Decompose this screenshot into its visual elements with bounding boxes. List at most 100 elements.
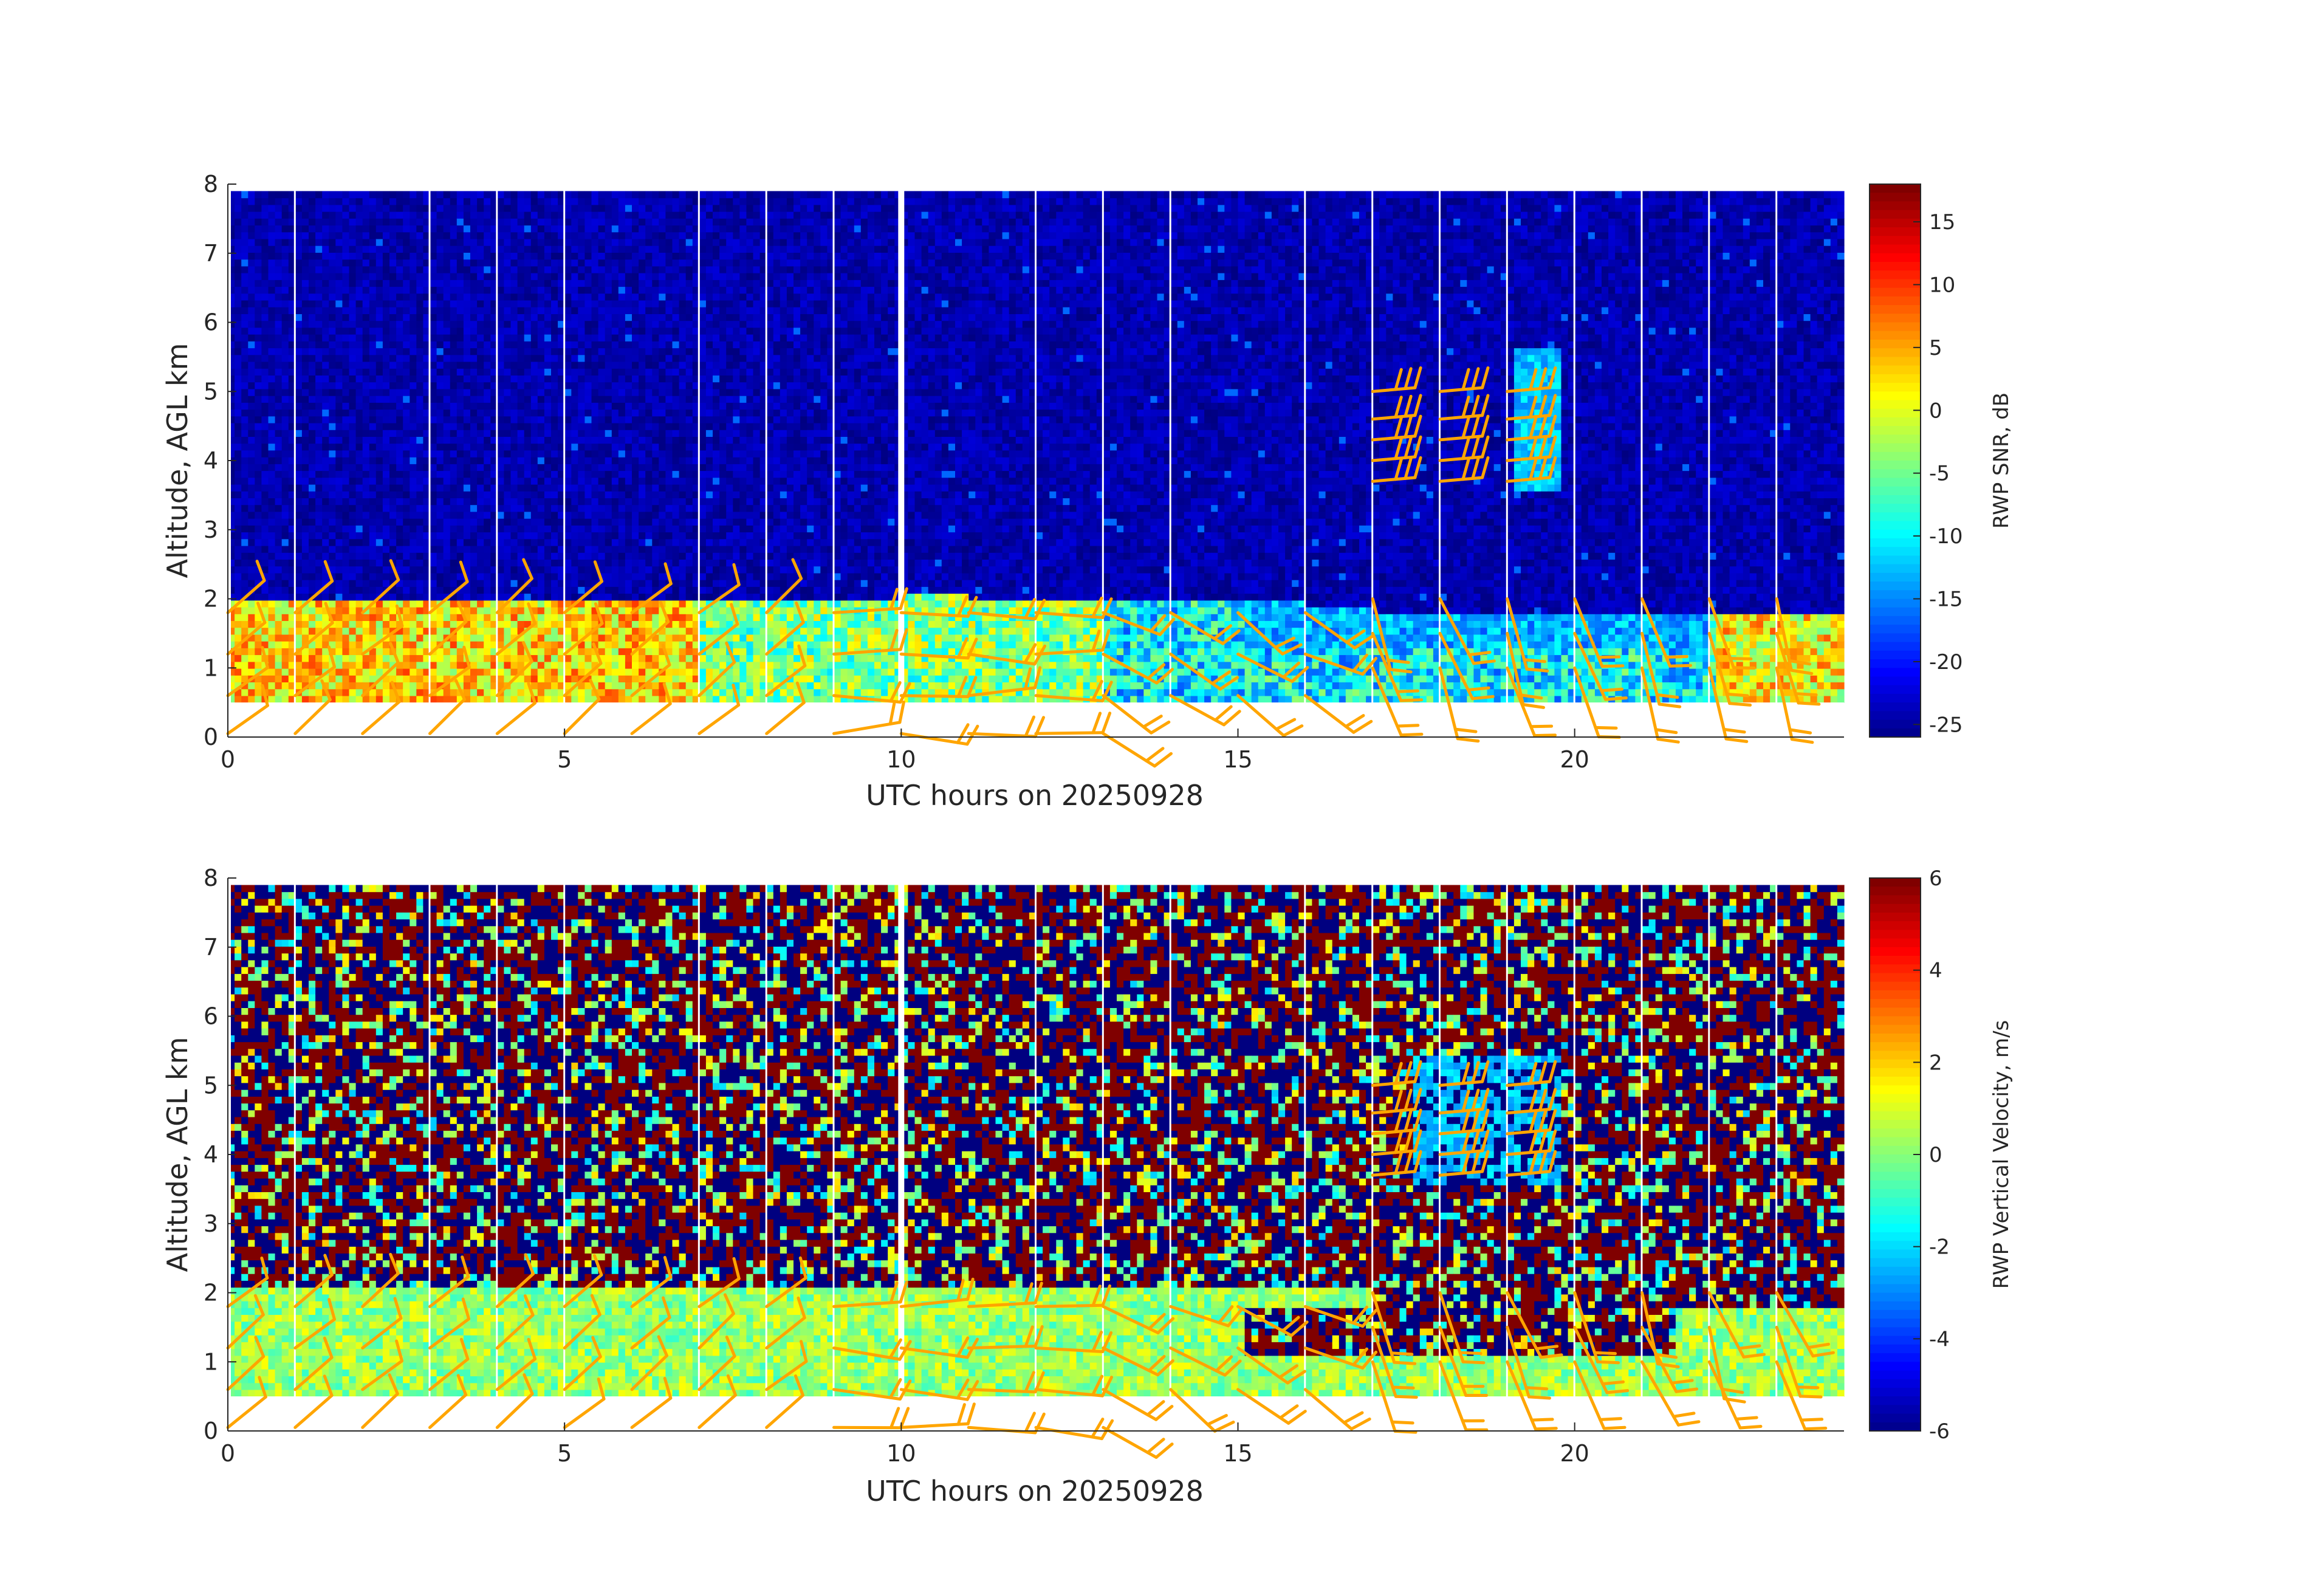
heatmap-cell [444, 566, 451, 574]
heatmap-cell [282, 682, 289, 690]
heatmap-cell [430, 287, 437, 294]
heatmap-cell [416, 620, 423, 628]
heatmap-cell [484, 314, 491, 321]
heatmap-cell [497, 546, 504, 553]
heatmap-cell [322, 416, 329, 424]
heatmap-cell [309, 430, 316, 437]
heatmap-cell [410, 396, 417, 403]
heatmap-cell [363, 355, 370, 362]
heatmap-cell [612, 355, 619, 362]
heatmap-cell [248, 232, 255, 239]
heatmap-cell [497, 628, 504, 635]
heatmap-cell [437, 300, 444, 307]
heatmap-cell [389, 525, 397, 532]
heatmap-cell [659, 382, 666, 389]
heatmap-cell [396, 668, 403, 676]
heatmap-cell [437, 368, 444, 376]
heatmap-cell [335, 368, 343, 376]
heatmap-cell [269, 198, 276, 205]
heatmap-cell [396, 436, 403, 444]
heatmap-cell [248, 280, 255, 287]
heatmap-cell [665, 375, 673, 382]
heatmap-cell [632, 382, 639, 389]
heatmap-cell [531, 436, 538, 444]
heatmap-cell [571, 552, 578, 560]
heatmap-cell [457, 287, 464, 294]
heatmap-cell [639, 252, 646, 259]
heatmap-cell [302, 300, 309, 307]
heatmap-cell [484, 273, 491, 280]
heatmap-cell [269, 525, 276, 532]
heatmap-cell [437, 341, 444, 348]
heatmap-cell [269, 375, 276, 382]
heatmap-cell [645, 402, 653, 410]
heatmap-cell [645, 389, 653, 396]
heatmap-cell [619, 594, 626, 601]
heatmap-cell [342, 539, 349, 546]
heatmap-cell [329, 559, 336, 566]
heatmap-cell [632, 566, 639, 574]
heatmap-cell [302, 218, 309, 225]
heatmap-cell [544, 552, 552, 560]
heatmap-cell [524, 450, 532, 458]
heatmap-cell [437, 580, 444, 587]
heatmap-cell [564, 225, 572, 233]
heatmap-cell [625, 321, 632, 328]
heatmap-cell [477, 225, 484, 233]
heatmap-cell [477, 368, 484, 376]
heatmap-cell [470, 594, 478, 601]
heatmap-cell [416, 436, 423, 444]
heatmap-cell [255, 471, 262, 478]
heatmap-cell [255, 225, 262, 233]
heatmap-cell [269, 471, 276, 478]
heatmap-cell [376, 300, 383, 307]
heatmap-cell [531, 505, 538, 512]
heatmap-cell [477, 416, 484, 424]
heatmap-cell [497, 368, 504, 376]
heatmap-cell [363, 280, 370, 287]
heatmap-cell [444, 402, 451, 410]
heatmap-cell [612, 266, 619, 273]
heatmap-cell [470, 648, 478, 655]
heatmap-cell [403, 586, 410, 594]
heatmap-cell [571, 478, 578, 485]
heatmap-cell [295, 471, 303, 478]
heatmap-cell [322, 525, 329, 532]
heatmap-cell [632, 430, 639, 437]
heatmap-cell [551, 402, 558, 410]
heatmap-cell [356, 539, 363, 546]
heatmap-cell [619, 580, 626, 587]
heatmap-cell [369, 375, 377, 382]
heatmap-cell [659, 464, 666, 471]
heatmap-cell [363, 218, 370, 225]
heatmap-cell [598, 675, 606, 682]
heatmap-cell [389, 218, 397, 225]
heatmap-cell [578, 518, 585, 526]
heatmap-cell [538, 491, 545, 498]
heatmap-cell [571, 628, 578, 635]
heatmap-cell [363, 341, 370, 348]
heatmap-cell [349, 484, 357, 492]
heatmap-cell [450, 396, 458, 403]
heatmap-cell [592, 410, 599, 417]
heatmap-cell [484, 368, 491, 376]
heatmap-cell [403, 512, 410, 519]
heatmap-cell [369, 566, 377, 574]
heatmap-cell [598, 293, 606, 301]
heatmap-cell [410, 416, 417, 424]
heatmap-cell [659, 205, 666, 212]
heatmap-cell [598, 341, 606, 348]
heatmap-cell [612, 280, 619, 287]
heatmap-cell [430, 512, 437, 519]
heatmap-cell [309, 484, 316, 492]
heatmap-cell [524, 266, 532, 273]
heatmap-cell [389, 273, 397, 280]
heatmap-cell [578, 430, 585, 437]
heatmap-cell [282, 252, 289, 259]
heatmap-cell [652, 689, 659, 696]
heatmap-cell [450, 696, 458, 703]
heatmap-cell [477, 628, 484, 635]
heatmap-cell [349, 355, 357, 362]
heatmap-cell [464, 334, 471, 341]
heatmap-cell [450, 245, 458, 253]
